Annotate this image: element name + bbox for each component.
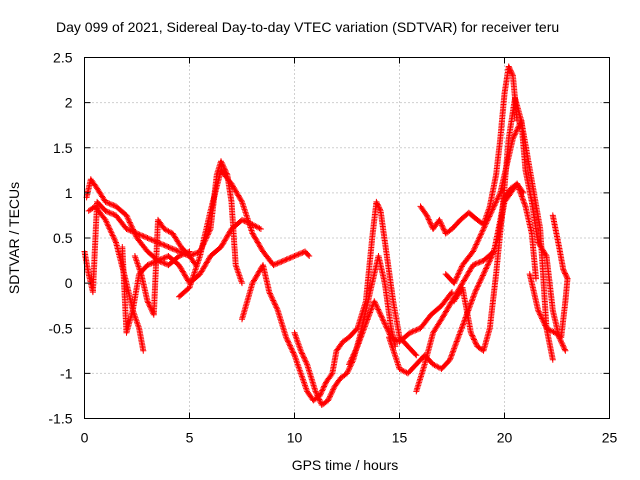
y-axis-label: SDTVAR / TECUs xyxy=(6,182,22,294)
series-sat-o xyxy=(526,271,571,341)
x-tick-label: 5 xyxy=(186,430,194,446)
series-sat-p xyxy=(549,212,571,282)
data-point-markers xyxy=(291,253,399,408)
y-tick-label: 0.5 xyxy=(53,230,73,246)
y-tick-label: 1 xyxy=(65,185,73,201)
data-point-markers xyxy=(239,198,420,404)
data-point-markers xyxy=(549,212,571,282)
x-tick-label: 20 xyxy=(497,430,513,446)
data-point-markers xyxy=(442,117,556,363)
x-axis-label: GPS time / hours xyxy=(292,457,399,473)
data-point-markers xyxy=(176,167,313,300)
y-tick-label: -1 xyxy=(60,365,73,381)
x-tick-label: 15 xyxy=(392,430,408,446)
data-point-markers xyxy=(83,176,193,269)
series-sat-f xyxy=(176,167,313,300)
series-sat-k xyxy=(413,180,527,395)
x-tick-label: 0 xyxy=(81,430,89,446)
data-point-markers xyxy=(526,271,571,341)
y-tick-label: 1.5 xyxy=(53,140,73,156)
data-point-markers xyxy=(413,180,527,395)
y-tick-label: -0.5 xyxy=(48,320,72,336)
data-marks xyxy=(81,63,571,408)
x-axis-ticks: 0 5 10 15 20 25 xyxy=(81,57,618,446)
x-tick-label: 10 xyxy=(287,430,303,446)
series-sat-b xyxy=(83,176,193,269)
series-sat-n xyxy=(442,117,556,363)
y-tick-label: 0 xyxy=(65,275,73,291)
series-sat-g xyxy=(239,198,420,404)
series-sat-h xyxy=(291,253,399,408)
y-axis-ticks: 2.5 2 1.5 1 0.5 0 -0.5 -1 -1.5 xyxy=(48,50,610,427)
y-tick-label: -1.5 xyxy=(48,411,72,427)
chart-title: Day 099 of 2021, Sidereal Day-to-day VTE… xyxy=(56,19,559,35)
x-tick-label: 25 xyxy=(602,430,618,446)
y-tick-label: 2.5 xyxy=(53,50,73,66)
y-tick-label: 2 xyxy=(65,95,73,111)
series-sat-i xyxy=(346,289,455,368)
data-point-markers xyxy=(346,289,455,368)
